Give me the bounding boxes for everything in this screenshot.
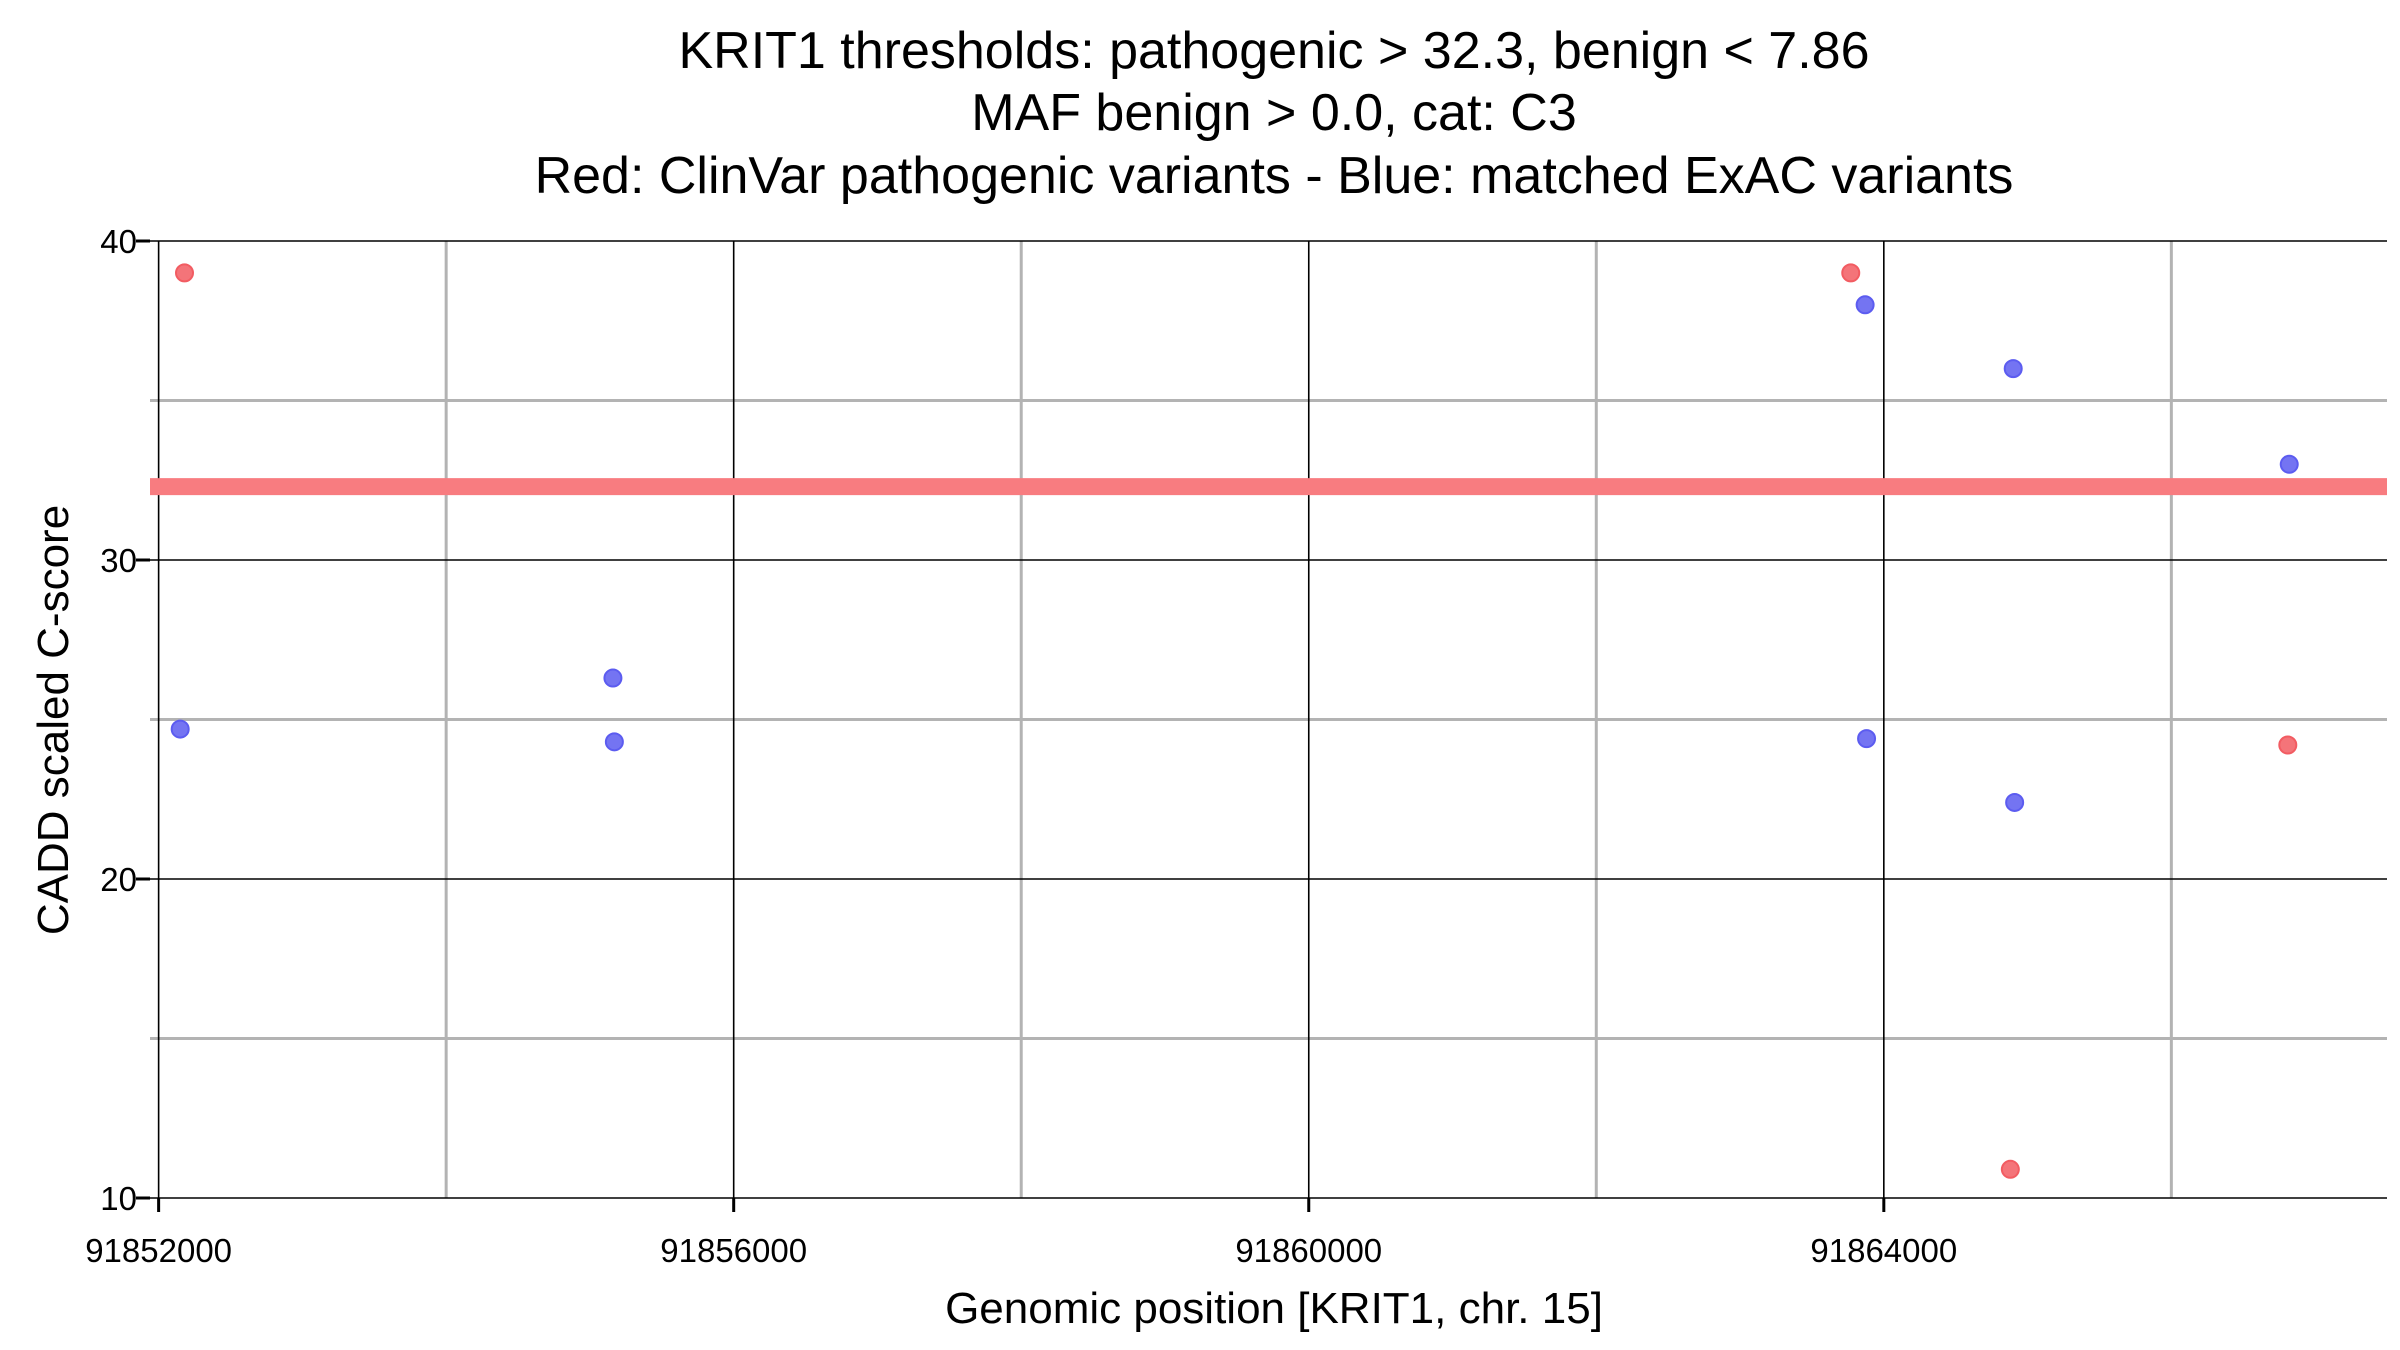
x-tick-label: 91860000 xyxy=(1235,1232,1382,1269)
x-axis-ticks: 91852000 91856000 91860000 91864000 xyxy=(85,1232,1957,1269)
chart-title-line-2: MAF benign > 0.0, cat: C3 xyxy=(971,84,1577,142)
exac-variant-point xyxy=(604,732,624,752)
y-axis-title: CADD scaled C-score xyxy=(29,505,78,935)
chart-title-line-1: KRIT1 thresholds: pathogenic > 32.3, ben… xyxy=(678,22,1869,80)
clinvar-pathogenic-point xyxy=(175,263,195,283)
data-points xyxy=(170,263,2299,1179)
y-tick-label: 20 xyxy=(100,861,137,898)
x-tick-label: 91856000 xyxy=(660,1232,807,1269)
x-tick-label: 91864000 xyxy=(1810,1232,1957,1269)
x-axis-title: Genomic position [KRIT1, chr. 15] xyxy=(945,1284,1603,1333)
clinvar-pathogenic-point xyxy=(2278,735,2298,755)
exac-variant-point xyxy=(1855,295,1875,315)
exac-variant-point xyxy=(2003,359,2023,379)
clinvar-pathogenic-point xyxy=(1841,263,1861,283)
exac-variant-point xyxy=(2005,792,2025,812)
exac-variant-point xyxy=(2279,454,2299,474)
x-tick-label: 91852000 xyxy=(85,1232,232,1269)
minor-gridlines xyxy=(150,241,2387,1198)
y-tick-label: 40 xyxy=(100,223,137,260)
clinvar-pathogenic-point xyxy=(2000,1159,2020,1179)
exac-variant-point xyxy=(1857,729,1877,749)
y-tick-label: 30 xyxy=(100,542,137,579)
axes xyxy=(136,239,1886,1212)
major-gridlines xyxy=(150,240,2387,1199)
exac-variant-point xyxy=(170,719,190,739)
exac-variant-point xyxy=(603,668,623,688)
chart-title-line-3: Red: ClinVar pathogenic variants - Blue:… xyxy=(535,147,2014,205)
y-axis-ticks: 10 20 30 40 xyxy=(100,223,137,1217)
y-tick-label: 10 xyxy=(100,1180,137,1217)
